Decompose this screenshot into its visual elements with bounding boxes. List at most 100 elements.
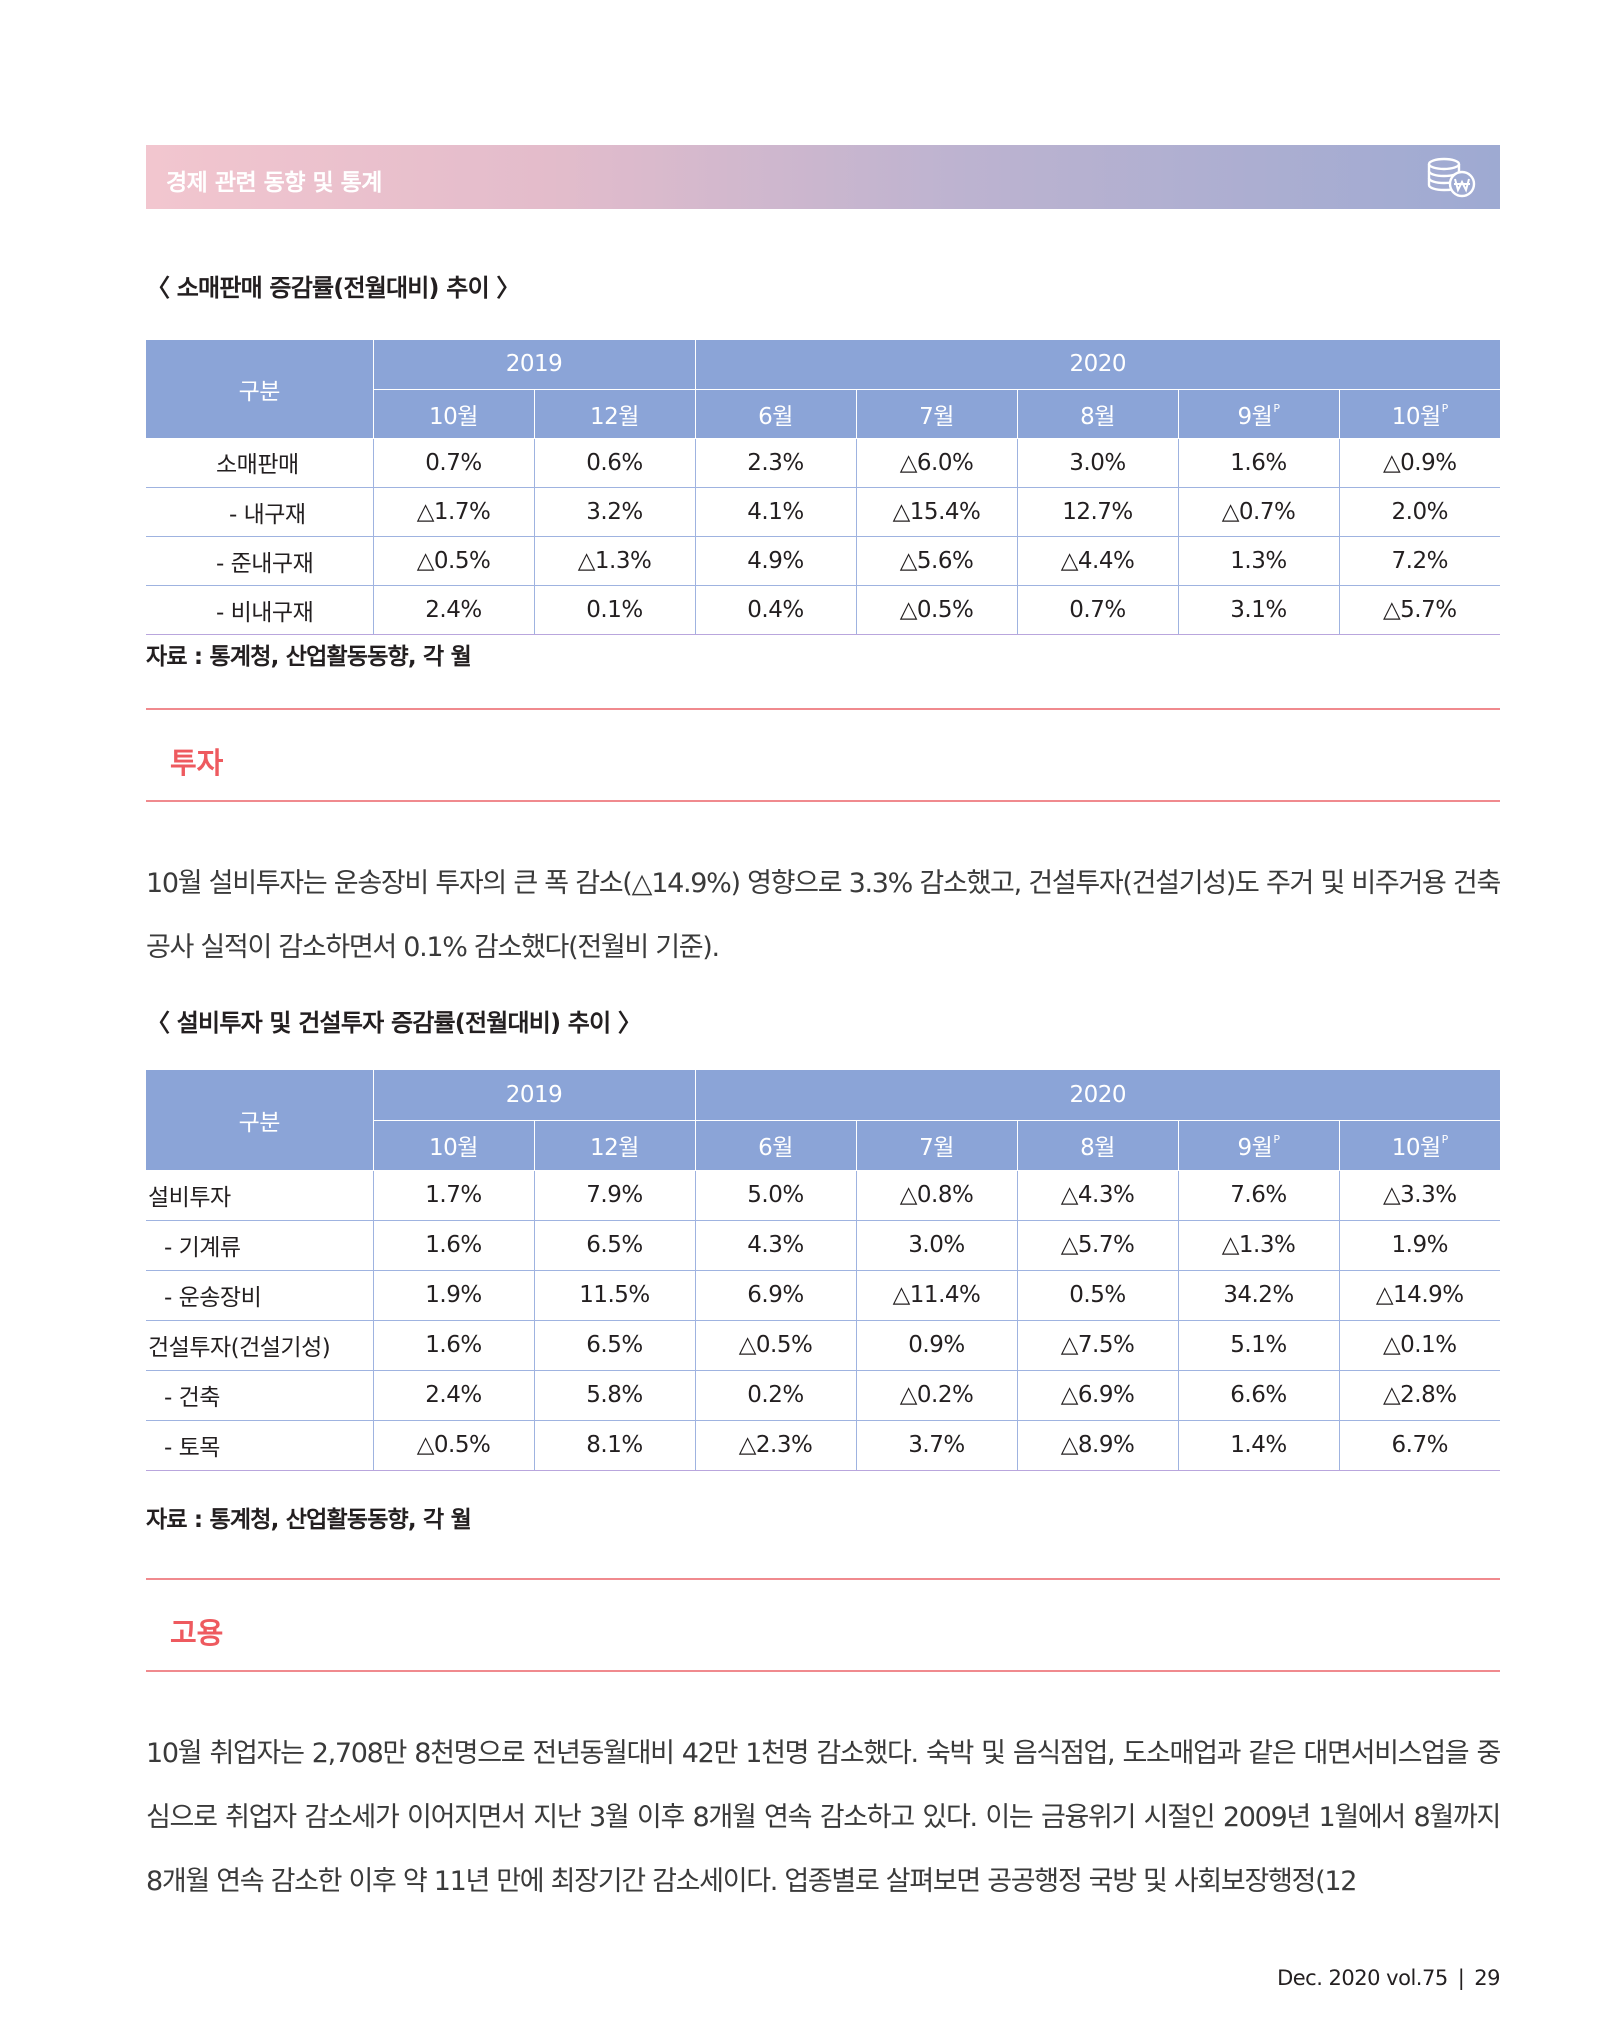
section-rule-top <box>146 708 1500 710</box>
cell: 6.5% <box>534 1320 696 1371</box>
cell: 2.3% <box>695 438 857 488</box>
month-header: 12월 <box>534 1120 696 1171</box>
cell: 4.3% <box>695 1220 857 1271</box>
cell: △11.4% <box>856 1270 1018 1321</box>
cell: 0.1% <box>534 585 696 635</box>
month-header: 8월 <box>1017 1120 1179 1171</box>
cell: △6.0% <box>856 438 1018 488</box>
cell: 3.7% <box>856 1420 1018 1471</box>
investment-paragraph: 10월 설비투자는 운송장비 투자의 큰 폭 감소(△14.9%) 영향으로 3… <box>146 868 1501 963</box>
month-header: 10월 <box>373 1120 535 1171</box>
cell: 0.7% <box>373 438 535 488</box>
cell: 2.0% <box>1339 487 1500 537</box>
page-number: 29 <box>1474 1966 1500 1990</box>
row-label: 설비투자 <box>146 1170 374 1221</box>
cell: 34.2% <box>1178 1270 1340 1321</box>
section-rule-bottom <box>146 800 1500 802</box>
cell: 0.5% <box>1017 1270 1179 1321</box>
cell: △1.3% <box>534 536 696 586</box>
cell: 0.7% <box>1017 585 1179 635</box>
cell: 5.0% <box>695 1170 857 1221</box>
month-header: 6월 <box>695 1120 857 1171</box>
cell: 11.5% <box>534 1270 696 1321</box>
cell: 3.0% <box>1017 438 1179 488</box>
cell: △0.1% <box>1339 1320 1500 1371</box>
cell: 7.9% <box>534 1170 696 1221</box>
investment-source: 자료 : 통계청, 산업활동동향, 각 월 <box>146 1507 472 1533</box>
month-header: 8월 <box>1017 389 1179 439</box>
cell: 6.6% <box>1178 1370 1340 1421</box>
cell: 4.9% <box>695 536 857 586</box>
prelim-mark: P <box>1273 1133 1280 1146</box>
coin-stack-won-icon <box>1427 157 1476 198</box>
row-label: - 준내구재 <box>146 536 374 586</box>
cell: △0.5% <box>856 585 1018 635</box>
cell: △5.6% <box>856 536 1018 586</box>
header-bar: 경제 관련 동향 및 통계 <box>146 145 1500 209</box>
section-title-investment: 투자 <box>170 746 224 780</box>
cell: △5.7% <box>1339 585 1500 635</box>
table-row: - 기계류 1.6% 6.5% 4.3% 3.0% △5.7% △1.3% 1.… <box>146 1220 1500 1271</box>
cell: 7.2% <box>1339 536 1500 586</box>
year-2019-header: 2019 <box>373 340 696 390</box>
month-header: 7월 <box>856 389 1018 439</box>
cell: △1.7% <box>373 487 535 537</box>
prelim-mark: P <box>1441 1133 1449 1146</box>
cell: 0.2% <box>695 1370 857 1421</box>
month-header: 10월 <box>373 389 535 439</box>
month-header-prelim: 10월P <box>1339 389 1500 439</box>
table-row: - 내구재 △1.7% 3.2% 4.1% △15.4% 12.7% △0.7%… <box>146 487 1500 537</box>
cell: 6.7% <box>1339 1420 1500 1471</box>
cell: 1.9% <box>373 1270 535 1321</box>
table-row: 건설투자(건설기성) 1.6% 6.5% △0.5% 0.9% △7.5% 5.… <box>146 1320 1500 1371</box>
row-label: 건설투자(건설기성) <box>146 1320 374 1371</box>
cell: 7.6% <box>1178 1170 1340 1221</box>
table-row: - 준내구재 △0.5% △1.3% 4.9% △5.6% △4.4% 1.3%… <box>146 536 1500 586</box>
cell: 1.6% <box>1178 438 1340 488</box>
retail-table-caption: 〈 소매판매 증감률(전월대비) 추이 〉 <box>146 274 520 302</box>
cell: 1.7% <box>373 1170 535 1221</box>
cell: △8.9% <box>1017 1420 1179 1471</box>
cell: △4.4% <box>1017 536 1179 586</box>
investment-table-caption: 〈 설비투자 및 건설투자 증감률(전월대비) 추이 〉 <box>146 1009 642 1037</box>
cell: 3.1% <box>1178 585 1340 635</box>
cell: 0.6% <box>534 438 696 488</box>
cell: △0.2% <box>856 1370 1018 1421</box>
cell: 6.9% <box>695 1270 857 1321</box>
cell: 0.4% <box>695 585 857 635</box>
table-row: - 운송장비 1.9% 11.5% 6.9% △11.4% 0.5% 34.2%… <box>146 1270 1500 1321</box>
row-label: - 비내구재 <box>146 585 374 635</box>
cell: 4.1% <box>695 487 857 537</box>
cell: 3.0% <box>856 1220 1018 1271</box>
row-label: - 내구재 <box>146 487 374 537</box>
header-title: 경제 관련 동향 및 통계 <box>166 170 382 196</box>
year-2019-header: 2019 <box>373 1070 696 1121</box>
row-label: - 기계류 <box>146 1220 374 1271</box>
row-label: - 운송장비 <box>146 1270 374 1321</box>
cell: 1.3% <box>1178 536 1340 586</box>
month-header: 12월 <box>534 389 696 439</box>
category-header: 구분 <box>146 1070 374 1170</box>
cell: △7.5% <box>1017 1320 1179 1371</box>
cell: 2.4% <box>373 585 535 635</box>
table-row: - 토목 △0.5% 8.1% △2.3% 3.7% △8.9% 1.4% 6.… <box>146 1420 1500 1471</box>
year-2020-header: 2020 <box>695 1070 1500 1121</box>
cell: △2.3% <box>695 1420 857 1471</box>
cell: △5.7% <box>1017 1220 1179 1271</box>
month-header-prelim: 10월P <box>1339 1120 1500 1171</box>
cell: △14.9% <box>1339 1270 1500 1321</box>
prelim-mark: P <box>1273 401 1280 415</box>
retail-source: 자료 : 통계청, 산업활동동향, 각 월 <box>146 644 472 670</box>
footer-separator: | <box>1457 1966 1465 1990</box>
cell: △0.5% <box>373 536 535 586</box>
cell: △0.5% <box>373 1420 535 1471</box>
row-label: - 토목 <box>146 1420 374 1471</box>
investment-table: 구분 2019 2020 10월 12월 6월 7월 8월 9월P 10월P 설… <box>146 1070 1500 1471</box>
cell: 2.4% <box>373 1370 535 1421</box>
section-rule-top <box>146 1578 1500 1580</box>
table-row: - 건축 2.4% 5.8% 0.2% △0.2% △6.9% 6.6% △2.… <box>146 1370 1500 1421</box>
cell: △0.8% <box>856 1170 1018 1221</box>
cell: 5.8% <box>534 1370 696 1421</box>
month-header: 7월 <box>856 1120 1018 1171</box>
cell: 1.6% <box>373 1320 535 1371</box>
